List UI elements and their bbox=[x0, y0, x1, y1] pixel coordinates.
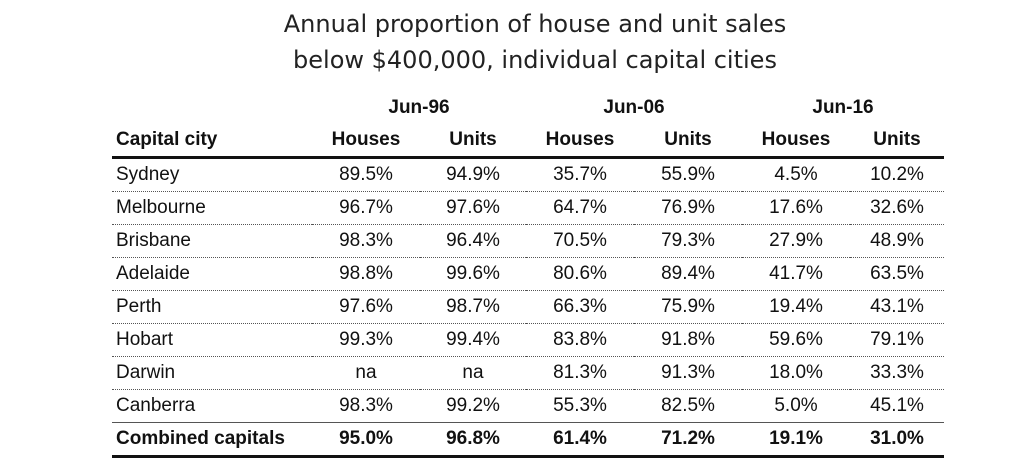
cell-value: 80.6% bbox=[526, 257, 634, 291]
cell-value: 79.1% bbox=[850, 323, 944, 357]
cell-value: 31.0% bbox=[850, 422, 944, 458]
cell-value: 18.0% bbox=[742, 356, 850, 390]
data-row: Sydney 89.5% 94.9% 35.7% 55.9% 4.5% 10.2% bbox=[112, 157, 944, 192]
cell-value: 99.3% bbox=[312, 323, 420, 357]
cell-value: 48.9% bbox=[850, 224, 944, 258]
cell-value: 81.3% bbox=[526, 356, 634, 390]
data-row: Canberra 98.3% 99.2% 55.3% 82.5% 5.0% 45.1% bbox=[112, 389, 944, 423]
city-name: Adelaide bbox=[112, 257, 312, 291]
cell-value: 89.4% bbox=[634, 257, 742, 291]
cell-value: 99.4% bbox=[420, 323, 526, 357]
column-header: Capital city bbox=[112, 124, 312, 159]
column-header: Houses bbox=[526, 124, 634, 159]
cell-value: 96.7% bbox=[312, 191, 420, 225]
cell-value: 45.1% bbox=[850, 389, 944, 423]
cell-value: 91.8% bbox=[634, 323, 742, 357]
city-name: Sydney bbox=[112, 157, 312, 192]
city-name: Melbourne bbox=[112, 191, 312, 225]
cell-value: 59.6% bbox=[742, 323, 850, 357]
group-header: Jun-06 bbox=[603, 97, 665, 118]
total-row: Combined capitals 95.0% 96.8% 61.4% 71.2% 19.… bbox=[112, 422, 944, 458]
cell-value: 83.8% bbox=[526, 323, 634, 357]
group-header-row: Jun-96 Jun-06 Jun-16 bbox=[112, 92, 944, 124]
sales-table: Jun-96 Jun-06 Jun-16 Capital city Houses Unit… bbox=[112, 92, 944, 458]
cell-value: na bbox=[312, 356, 420, 390]
cell-value: 35.7% bbox=[526, 157, 634, 192]
city-name: Brisbane bbox=[112, 224, 312, 258]
cell-value: 55.9% bbox=[634, 157, 742, 192]
empty-cell bbox=[112, 92, 312, 124]
column-header: Units bbox=[420, 124, 526, 159]
cell-value: 91.3% bbox=[634, 356, 742, 390]
cell-value: 33.3% bbox=[850, 356, 944, 390]
group-header: Jun-96 bbox=[388, 97, 450, 118]
city-name: Hobart bbox=[112, 323, 312, 357]
cell-value: 32.6% bbox=[850, 191, 944, 225]
cell-value: 82.5% bbox=[634, 389, 742, 423]
column-header: Units bbox=[850, 124, 944, 159]
city-name: Perth bbox=[112, 290, 312, 324]
data-row: Hobart 99.3% 99.4% 83.8% 91.8% 59.6% 79.1% bbox=[112, 323, 944, 357]
cell-value: 43.1% bbox=[850, 290, 944, 324]
cell-value: 19.1% bbox=[742, 422, 850, 458]
cell-value: 94.9% bbox=[420, 157, 526, 192]
cell-value: 19.4% bbox=[742, 290, 850, 324]
data-row: Melbourne 96.7% 97.6% 64.7% 76.9% 17.6% 32.6% bbox=[112, 191, 944, 225]
title: Annual proportion of house and unit sale… bbox=[0, 6, 1024, 78]
table-body: Jun-96 Jun-06 Jun-16 Capital city Houses Unit… bbox=[112, 92, 944, 458]
city-name: Combined capitals bbox=[112, 422, 312, 458]
cell-value: 63.5% bbox=[850, 257, 944, 291]
cell-value: 95.0% bbox=[312, 422, 420, 458]
cell-value: 98.7% bbox=[420, 290, 526, 324]
cell-value: 70.5% bbox=[526, 224, 634, 258]
cell-value: 10.2% bbox=[850, 157, 944, 192]
cell-value: 97.6% bbox=[312, 290, 420, 324]
cell-value: 96.4% bbox=[420, 224, 526, 258]
cell-value: 96.8% bbox=[420, 422, 526, 458]
group-header: Jun-16 bbox=[812, 97, 874, 118]
cell-value: 71.2% bbox=[634, 422, 742, 458]
title-line: below $400,000, individual capital citie… bbox=[293, 46, 777, 74]
cell-value: 41.7% bbox=[742, 257, 850, 291]
cell-value: 5.0% bbox=[742, 389, 850, 423]
cell-value: 17.6% bbox=[742, 191, 850, 225]
cell-value: 98.3% bbox=[312, 224, 420, 258]
cell-value: 97.6% bbox=[420, 191, 526, 225]
cell-value: 27.9% bbox=[742, 224, 850, 258]
cell-value: 76.9% bbox=[634, 191, 742, 225]
column-header: Units bbox=[634, 124, 742, 159]
title-line: Annual proportion of house and unit sale… bbox=[283, 10, 787, 38]
column-header-row: Capital city Houses Units Houses Units Houses… bbox=[112, 124, 944, 159]
cell-value: 99.6% bbox=[420, 257, 526, 291]
cell-value: 98.8% bbox=[312, 257, 420, 291]
cell-value: na bbox=[420, 356, 526, 390]
cell-value: 75.9% bbox=[634, 290, 742, 324]
cell-value: 79.3% bbox=[634, 224, 742, 258]
cell-value: 4.5% bbox=[742, 157, 850, 192]
cell-value: 61.4% bbox=[526, 422, 634, 458]
cell-value: 98.3% bbox=[312, 389, 420, 423]
data-row: Brisbane 98.3% 96.4% 70.5% 79.3% 27.9% 48.9% bbox=[112, 224, 944, 258]
city-name: Darwin bbox=[112, 356, 312, 390]
data-row: Darwin na na 81.3% 91.3% 18.0% 33.3% bbox=[112, 356, 944, 390]
column-header: Houses bbox=[312, 124, 420, 159]
cell-value: 99.2% bbox=[420, 389, 526, 423]
column-header: Houses bbox=[742, 124, 850, 159]
data-row: Adelaide 98.8% 99.6% 80.6% 89.4% 41.7% 63.5% bbox=[112, 257, 944, 291]
cell-value: 55.3% bbox=[526, 389, 634, 423]
cell-value: 89.5% bbox=[312, 157, 420, 192]
cell-value: 66.3% bbox=[526, 290, 634, 324]
data-row: Perth 97.6% 98.7% 66.3% 75.9% 19.4% 43.1% bbox=[112, 290, 944, 324]
cell-value: 64.7% bbox=[526, 191, 634, 225]
city-name: Canberra bbox=[112, 389, 312, 423]
